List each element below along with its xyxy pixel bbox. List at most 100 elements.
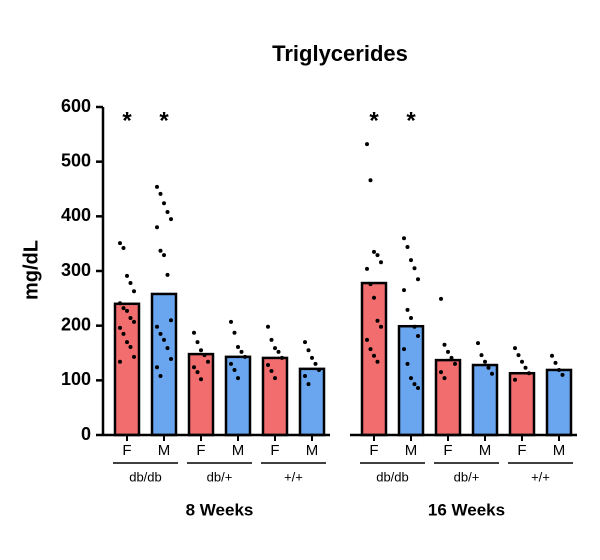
data-point: [379, 324, 383, 329]
chart-title: Triglycerides: [272, 41, 408, 66]
data-point: [169, 217, 173, 222]
data-point: [449, 355, 454, 360]
data-point: [476, 341, 480, 346]
data-point: [266, 363, 270, 368]
data-point: [165, 209, 170, 214]
genotype-label: +/+: [531, 469, 550, 484]
data-point: [310, 355, 314, 360]
data-point: [243, 354, 247, 359]
data-point: [269, 337, 274, 342]
bar: [508, 371, 536, 437]
data-point: [192, 330, 196, 335]
genotype-label: db/db: [129, 469, 162, 484]
data-point: [516, 353, 521, 358]
data-point: [155, 225, 159, 230]
data-point: [132, 319, 136, 324]
group-label: 16 Weeks: [428, 500, 505, 519]
data-point: [155, 184, 159, 189]
data-point: [155, 324, 159, 329]
data-point: [306, 382, 311, 387]
x-tick-label: M: [405, 442, 418, 459]
data-point: [273, 346, 277, 351]
y-tick-label: 400: [61, 205, 91, 225]
data-point: [199, 377, 203, 382]
data-point: [303, 373, 307, 378]
data-point: [550, 353, 554, 358]
bar: [471, 363, 499, 437]
data-point: [513, 377, 517, 382]
data-point: [132, 289, 136, 294]
data-point: [128, 281, 133, 286]
x-tick-label: M: [553, 442, 566, 459]
data-point: [379, 260, 383, 265]
data-point: [128, 344, 133, 349]
bar: [360, 281, 388, 437]
data-point: [232, 330, 237, 335]
data-point: [165, 272, 170, 277]
data-point: [236, 344, 240, 349]
data-point: [490, 371, 494, 376]
y-tick-label: 200: [61, 314, 91, 334]
x-tick-label: F: [369, 442, 378, 459]
data-point: [553, 360, 558, 365]
data-point: [513, 346, 517, 351]
data-point: [375, 253, 380, 258]
x-tick-label: F: [443, 442, 452, 459]
x-tick-label: M: [232, 442, 245, 459]
data-point: [239, 349, 244, 354]
data-point: [303, 340, 307, 345]
significance-marker: *: [406, 107, 416, 134]
data-point: [372, 295, 376, 300]
data-point: [195, 340, 200, 345]
x-tick-label: F: [270, 442, 279, 459]
data-point: [280, 355, 284, 360]
data-point: [276, 349, 281, 354]
data-point: [118, 241, 122, 246]
y-tick-label: 300: [61, 260, 91, 280]
data-point: [527, 371, 531, 376]
data-point: [229, 319, 233, 324]
x-tick-label: M: [158, 442, 171, 459]
data-point: [416, 277, 420, 282]
data-point: [121, 331, 126, 336]
data-point: [317, 367, 321, 372]
data-point: [483, 359, 487, 364]
data-point: [158, 331, 163, 336]
data-point: [125, 308, 129, 313]
data-point: [169, 318, 173, 323]
data-point: [405, 361, 410, 366]
bar: [150, 292, 178, 437]
data-point: [121, 306, 126, 311]
data-point: [405, 244, 410, 249]
data-point: [402, 347, 406, 352]
data-point: [273, 376, 277, 381]
data-point: [199, 348, 203, 353]
significance-marker: *: [122, 107, 132, 134]
data-point: [439, 370, 443, 375]
data-point: [442, 342, 447, 347]
data-point: [486, 365, 491, 370]
data-point: [520, 359, 524, 364]
data-point: [416, 334, 420, 339]
data-point: [446, 349, 450, 354]
data-point: [165, 346, 170, 351]
data-point: [125, 340, 129, 345]
bar: [224, 355, 252, 437]
data-point: [405, 307, 410, 312]
data-point: [409, 316, 413, 321]
data-point: [372, 353, 376, 358]
genotype-label: db/+: [207, 469, 233, 484]
data-point: [128, 316, 133, 321]
data-point: [416, 385, 420, 390]
x-tick-label: F: [517, 442, 526, 459]
data-point: [372, 249, 376, 254]
data-point: [236, 376, 240, 381]
data-point: [365, 266, 369, 271]
data-point: [402, 236, 406, 241]
data-point: [306, 348, 311, 353]
genotype-label: db/+: [454, 469, 480, 484]
y-tick-label: 600: [61, 96, 91, 116]
x-tick-label: M: [306, 442, 319, 459]
data-point: [158, 248, 163, 253]
